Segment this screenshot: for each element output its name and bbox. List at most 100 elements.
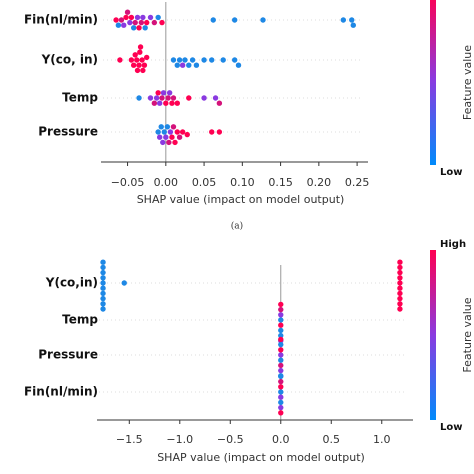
x-tick-label: 0.5: [323, 433, 341, 446]
shap-point: [174, 62, 180, 68]
shap-point: [216, 129, 223, 135]
x-axis-label: SHAP value (impact on model output): [157, 451, 365, 464]
shap-point: [170, 57, 177, 63]
shap-point: [278, 399, 284, 406]
shap-point: [167, 129, 174, 135]
shap-point: [278, 384, 284, 390]
shap-point: [182, 57, 188, 63]
shap-point: [278, 367, 284, 374]
shap-point: [138, 19, 145, 26]
shap-point: [278, 327, 284, 334]
shap-point: [153, 95, 160, 101]
shap-point: [349, 17, 355, 23]
feature-label: Temp: [62, 313, 98, 327]
shap-point: [179, 129, 186, 135]
shap-point: [156, 134, 163, 140]
shap-point: [142, 25, 148, 31]
x-tick-label: −0.5: [217, 433, 244, 446]
shap-point: [397, 269, 403, 276]
shap-point: [278, 336, 284, 343]
shap-point: [137, 44, 144, 50]
shap-point: [350, 22, 356, 28]
x-tick-label: 0.20: [307, 176, 332, 189]
shap-point: [210, 17, 216, 23]
shap-point: [174, 100, 180, 106]
shap-point: [278, 347, 284, 353]
shap-point: [151, 100, 158, 106]
shap-point: [134, 14, 141, 21]
feature-label: Pressure: [38, 348, 98, 362]
shap-point: [189, 57, 196, 63]
shap-point: [100, 306, 106, 312]
shap-point: [156, 100, 163, 106]
colorbar-low: Low: [440, 422, 462, 433]
shap-point: [278, 404, 284, 411]
shap-point: [160, 90, 167, 96]
x-tick-label: −0.05: [111, 176, 145, 189]
shap-point: [165, 95, 171, 101]
shap-point: [260, 17, 266, 23]
shap-point: [193, 62, 200, 68]
shap-point: [278, 332, 284, 339]
shap-point: [121, 280, 127, 286]
feature-label: Y(co,in): [45, 276, 98, 290]
shap-point: [132, 52, 138, 58]
shap-point: [169, 100, 175, 106]
shap-point: [278, 357, 284, 363]
shap-point: [100, 275, 106, 281]
shap-point: [172, 139, 178, 146]
shap-point: [143, 19, 150, 26]
shap-point: [160, 139, 166, 146]
shap-point: [159, 95, 165, 101]
shap-point: [278, 317, 284, 323]
shap-point: [141, 62, 148, 68]
x-tick-label: −1.0: [166, 433, 193, 446]
x-axis-label: SHAP value (impact on model output): [137, 193, 345, 206]
x-tick-label: 1.0: [373, 433, 391, 446]
shap-point: [397, 295, 403, 302]
shap-point: [166, 139, 172, 146]
shap-point: [139, 57, 145, 63]
caption: (a): [231, 221, 243, 232]
shap-point: [137, 49, 143, 55]
shap-point: [159, 19, 165, 26]
shap-point: [100, 280, 106, 286]
shap-point: [278, 322, 284, 328]
shap-point: [231, 57, 238, 63]
colorbar: [430, 0, 436, 165]
shap-point: [117, 57, 123, 63]
shap-point: [140, 14, 146, 21]
colorbar-high: High: [440, 239, 466, 250]
shap-point: [147, 14, 154, 21]
shap-point: [164, 124, 171, 130]
shap-point: [155, 90, 161, 96]
shap-point: [278, 341, 284, 348]
shap-point: [100, 259, 106, 265]
shap-point: [170, 95, 177, 101]
shap-point: [397, 290, 403, 297]
shap-point: [140, 67, 146, 74]
shap-point: [151, 19, 158, 26]
shap-point: [209, 129, 215, 135]
shap-point: [209, 57, 215, 63]
feature-label: Y(co, in): [41, 53, 98, 67]
shap-point: [166, 90, 173, 96]
shap-point: [278, 312, 284, 318]
shap-point: [174, 129, 180, 135]
shap-point: [397, 306, 403, 312]
shap-point: [100, 264, 106, 271]
x-tick-label: 0.10: [230, 176, 255, 189]
shap-point: [201, 57, 207, 63]
shap-point: [278, 373, 284, 380]
colorbar: [430, 250, 436, 420]
shap-point: [113, 17, 119, 23]
shap-point: [123, 14, 129, 21]
shap-point: [121, 22, 127, 28]
shap-point: [201, 95, 207, 101]
shap-point: [278, 378, 284, 385]
colorbar-label: Feature value: [461, 297, 474, 372]
shap-point: [397, 285, 403, 291]
shap-point: [186, 95, 192, 101]
shap-point: [186, 62, 192, 68]
shap-point: [128, 14, 135, 21]
